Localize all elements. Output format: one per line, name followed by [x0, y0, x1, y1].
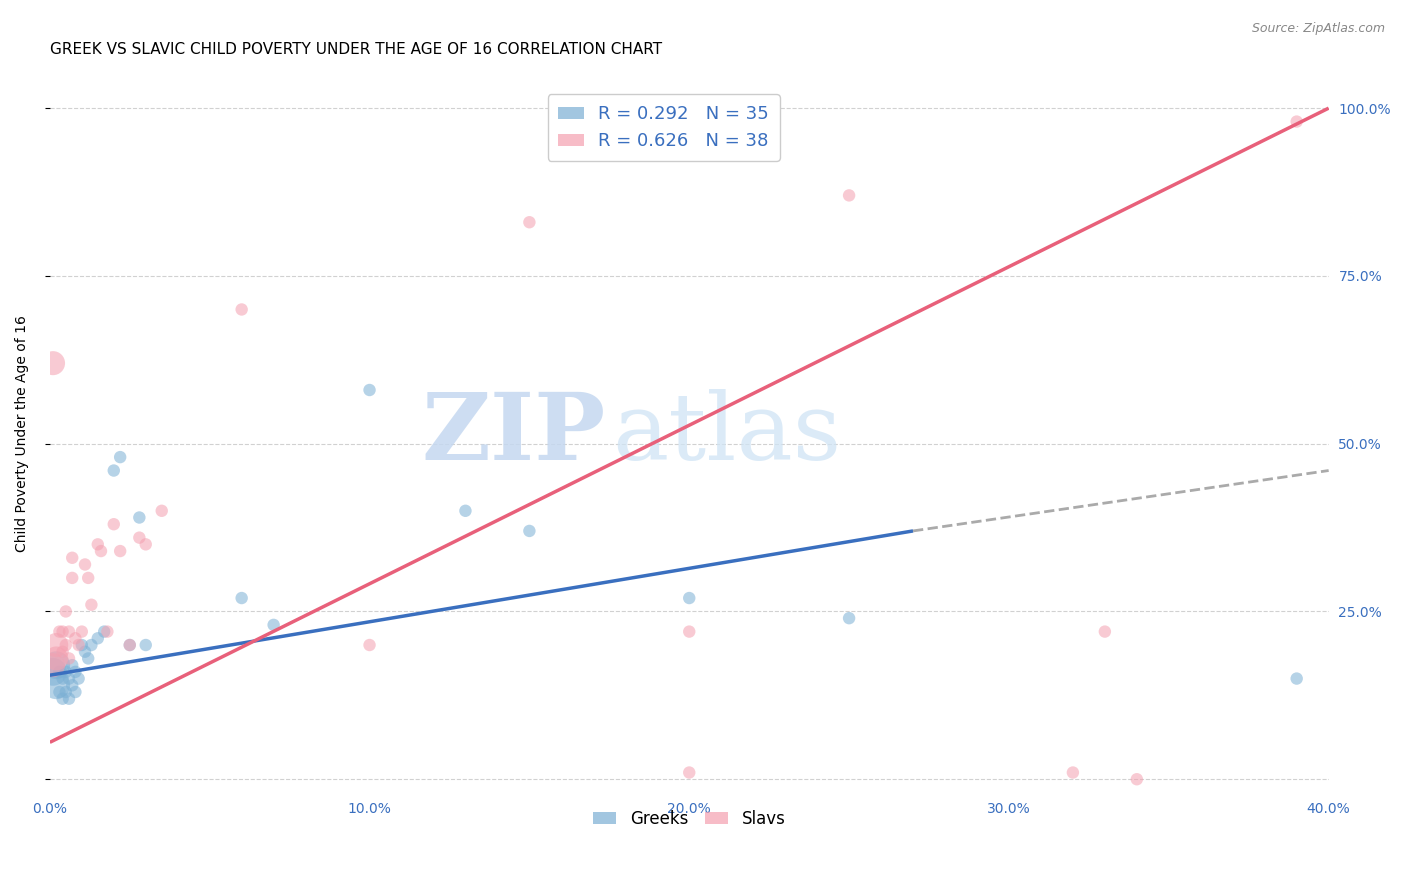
Point — [678, 765, 700, 780]
Point — [93, 624, 115, 639]
Point — [1285, 672, 1308, 686]
Point — [65, 665, 87, 679]
Point — [359, 638, 381, 652]
Point — [359, 383, 381, 397]
Point — [1094, 624, 1116, 639]
Point — [42, 658, 65, 673]
Point — [45, 658, 67, 673]
Point — [231, 302, 253, 317]
Point — [52, 672, 75, 686]
Point — [90, 544, 112, 558]
Point — [67, 638, 90, 652]
Point — [48, 685, 70, 699]
Point — [80, 598, 103, 612]
Point — [42, 665, 65, 679]
Text: ZIP: ZIP — [422, 389, 606, 479]
Point — [454, 504, 477, 518]
Point — [73, 558, 96, 572]
Point — [128, 531, 150, 545]
Point — [70, 638, 93, 652]
Point — [58, 651, 80, 665]
Point — [231, 591, 253, 605]
Point — [1126, 772, 1149, 787]
Point — [55, 665, 77, 679]
Point — [87, 537, 110, 551]
Point — [65, 685, 87, 699]
Point — [838, 611, 860, 625]
Point — [70, 624, 93, 639]
Point — [52, 645, 75, 659]
Point — [65, 632, 87, 646]
Point — [60, 571, 83, 585]
Point — [45, 638, 67, 652]
Point — [73, 645, 96, 659]
Point — [45, 651, 67, 665]
Point — [48, 665, 70, 679]
Point — [55, 604, 77, 618]
Legend: Greeks, Slavs: Greeks, Slavs — [586, 804, 792, 835]
Point — [45, 678, 67, 692]
Point — [135, 638, 157, 652]
Point — [96, 624, 118, 639]
Point — [58, 624, 80, 639]
Point — [678, 591, 700, 605]
Point — [60, 550, 83, 565]
Point — [108, 544, 131, 558]
Point — [1062, 765, 1084, 780]
Point — [55, 638, 77, 652]
Point — [1285, 114, 1308, 128]
Point — [519, 215, 541, 229]
Y-axis label: Child Poverty Under the Age of 16: Child Poverty Under the Age of 16 — [15, 315, 30, 552]
Text: Source: ZipAtlas.com: Source: ZipAtlas.com — [1251, 22, 1385, 36]
Point — [60, 658, 83, 673]
Point — [58, 672, 80, 686]
Point — [103, 517, 125, 532]
Point — [58, 691, 80, 706]
Point — [678, 624, 700, 639]
Point — [87, 632, 110, 646]
Point — [55, 685, 77, 699]
Point — [77, 651, 100, 665]
Point — [52, 691, 75, 706]
Point — [77, 571, 100, 585]
Point — [103, 464, 125, 478]
Point — [42, 356, 65, 370]
Point — [67, 672, 90, 686]
Text: GREEK VS SLAVIC CHILD POVERTY UNDER THE AGE OF 16 CORRELATION CHART: GREEK VS SLAVIC CHILD POVERTY UNDER THE … — [49, 42, 662, 57]
Point — [135, 537, 157, 551]
Point — [52, 624, 75, 639]
Point — [150, 504, 173, 518]
Point — [263, 618, 285, 632]
Point — [118, 638, 141, 652]
Point — [80, 638, 103, 652]
Point — [118, 638, 141, 652]
Point — [128, 510, 150, 524]
Point — [838, 188, 860, 202]
Point — [108, 450, 131, 464]
Point — [48, 624, 70, 639]
Text: atlas: atlas — [613, 389, 842, 479]
Point — [60, 678, 83, 692]
Point — [519, 524, 541, 538]
